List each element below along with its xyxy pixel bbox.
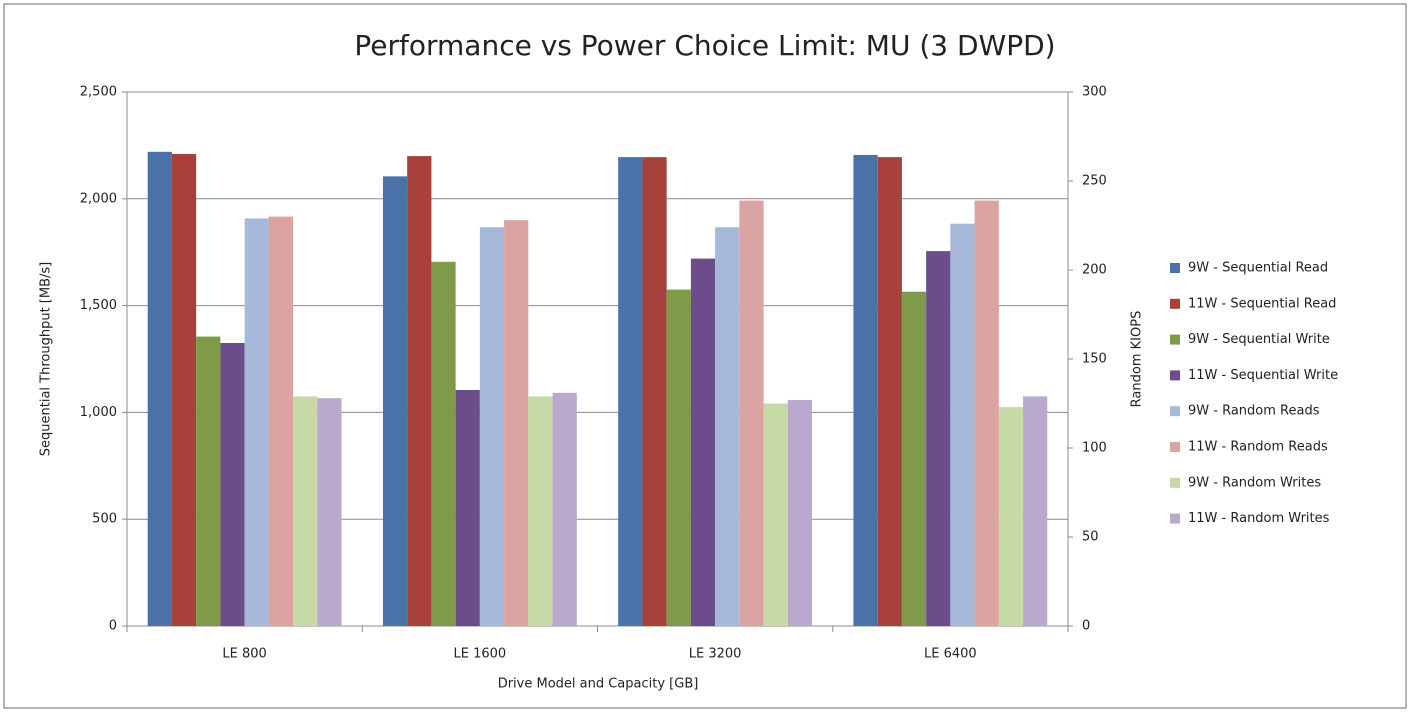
bar (220, 342, 245, 626)
y2-tick-label: 50 (1082, 530, 1099, 545)
bar (690, 258, 716, 626)
bar (528, 396, 553, 626)
y2-tick-label: 200 (1082, 263, 1107, 278)
bar (974, 200, 999, 626)
y-tick-label: 2,000 (80, 191, 117, 206)
bar (147, 151, 172, 627)
y2-tick-label: 100 (1082, 441, 1107, 456)
bar (293, 396, 318, 626)
legend-swatch (1170, 370, 1180, 381)
legend-label: 9W - Random Writes (1188, 475, 1321, 490)
x-tick-label: LE 1600 (454, 647, 507, 662)
bar (763, 403, 788, 626)
legend-swatch (1170, 406, 1180, 417)
legend-label: 9W - Sequential Write (1188, 332, 1330, 347)
bar (998, 407, 1024, 626)
bar (552, 392, 577, 626)
bar (666, 289, 691, 626)
y2-axis-label: Random KIOPS (1130, 311, 1145, 408)
legend-swatch (1170, 334, 1180, 345)
x-axis-label: Drive Model and Capacity [GB] (498, 677, 699, 692)
bar (407, 156, 432, 626)
y-tick-label: 0 (109, 619, 117, 634)
bar (268, 216, 294, 626)
bar (853, 155, 878, 626)
legend-label: 9W - Random Reads (1188, 404, 1320, 419)
bar (739, 200, 764, 626)
legend-swatch (1170, 477, 1180, 488)
y-tick-label: 1,000 (80, 405, 117, 420)
bar (382, 176, 408, 626)
y-axis-label: Sequential Throughput [MB/s] (39, 262, 54, 456)
bar (317, 398, 342, 626)
bar (926, 251, 951, 626)
bar (787, 399, 813, 626)
legend-label: 11W - Random Reads (1188, 440, 1328, 455)
legend-swatch (1170, 442, 1180, 452)
legend-label: 11W - Random Writes (1188, 511, 1330, 526)
legend-swatch (1170, 513, 1180, 524)
bar (244, 218, 269, 626)
bar (877, 157, 902, 626)
legend-label: 11W - Sequential Read (1188, 296, 1336, 311)
y2-tick-label: 150 (1082, 352, 1107, 367)
bar (479, 227, 505, 626)
bar (901, 291, 927, 626)
bar (715, 227, 740, 626)
y2-tick-label: 300 (1082, 85, 1107, 100)
bar (950, 223, 975, 626)
legend-label: 9W - Sequential Read (1188, 261, 1328, 276)
x-tick-label: LE 6400 (924, 647, 977, 662)
bar (171, 153, 197, 626)
legend-swatch (1170, 298, 1180, 309)
bar (455, 389, 480, 626)
y-tick-label: 500 (92, 512, 117, 527)
bar (1023, 396, 1048, 626)
bar (504, 220, 529, 626)
chart-title: Performance vs Power Choice Limit: MU (3… (354, 29, 1055, 62)
y2-tick-label: 250 (1082, 174, 1107, 189)
legend-swatch (1170, 263, 1180, 273)
y2-tick-label: 0 (1082, 619, 1090, 634)
y-tick-label: 1,500 (80, 298, 117, 313)
bar (618, 157, 643, 626)
x-tick-label: LE 800 (222, 647, 266, 662)
bar (431, 261, 456, 626)
bar (642, 157, 667, 626)
legend-label: 11W - Sequential Write (1188, 368, 1338, 383)
bar (196, 336, 221, 626)
x-tick-label: LE 3200 (689, 647, 742, 662)
y-tick-label: 2,500 (80, 85, 117, 100)
